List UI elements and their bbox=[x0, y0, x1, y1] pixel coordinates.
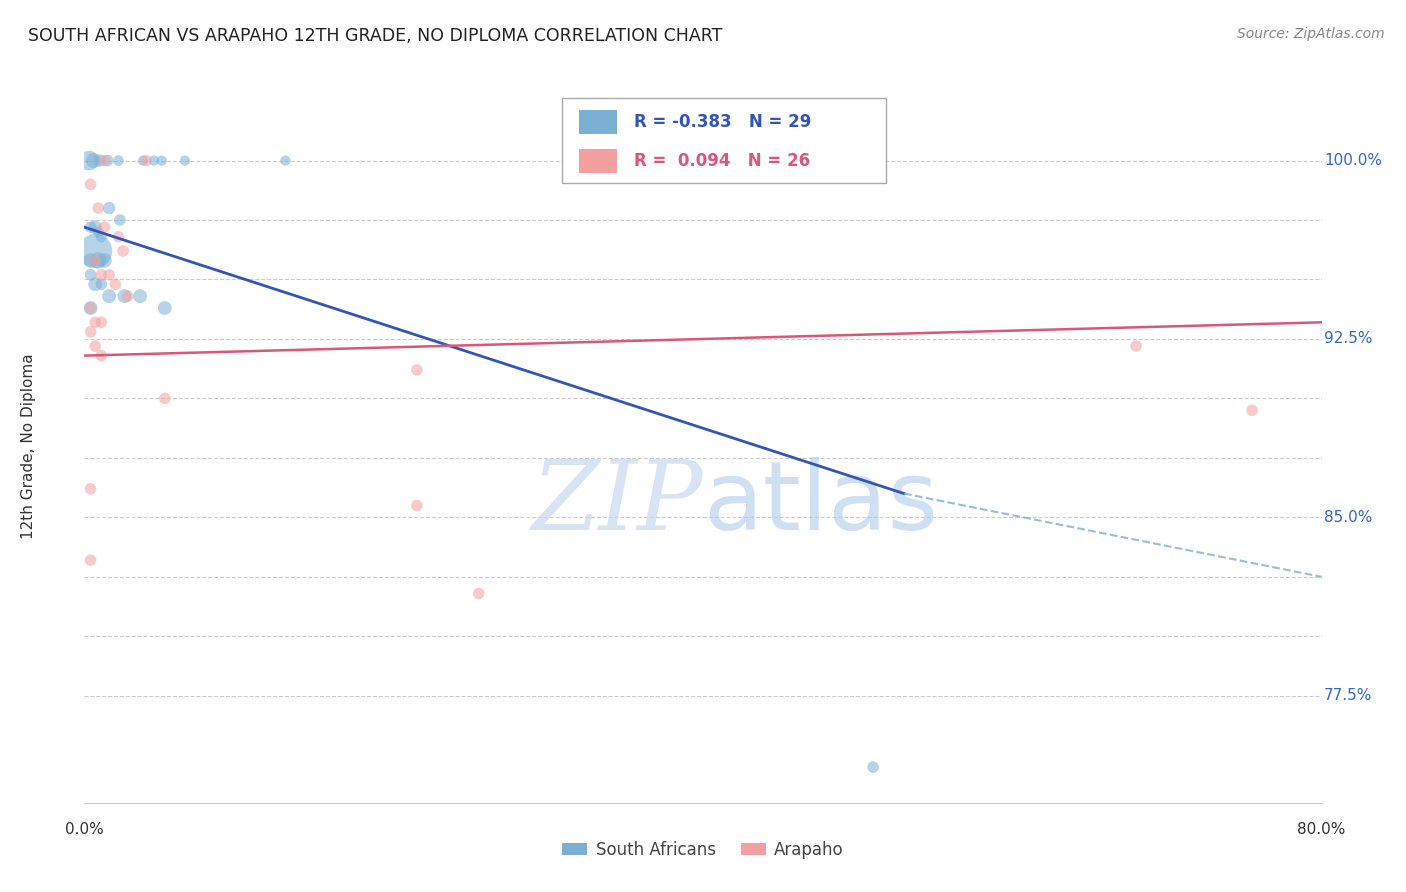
Point bbox=[104, 277, 127, 292]
Text: Source: ZipAtlas.com: Source: ZipAtlas.com bbox=[1237, 27, 1385, 41]
FancyBboxPatch shape bbox=[562, 98, 886, 183]
Point bbox=[87, 253, 110, 268]
Point bbox=[84, 339, 107, 353]
Point bbox=[174, 153, 197, 168]
Point bbox=[143, 153, 166, 168]
Bar bbox=[579, 149, 617, 173]
Point bbox=[405, 363, 427, 377]
Point bbox=[87, 201, 110, 215]
Legend: South Africans, Arapaho: South Africans, Arapaho bbox=[555, 835, 851, 866]
Point bbox=[112, 244, 135, 258]
Point bbox=[84, 253, 107, 268]
Point bbox=[90, 277, 112, 292]
Point bbox=[79, 325, 101, 339]
Text: 92.5%: 92.5% bbox=[1324, 332, 1372, 346]
Point bbox=[98, 201, 121, 215]
Point bbox=[89, 153, 111, 168]
Point bbox=[274, 153, 297, 168]
Point bbox=[90, 268, 112, 282]
Text: 100.0%: 100.0% bbox=[1324, 153, 1382, 168]
Point bbox=[84, 315, 107, 329]
Text: SOUTH AFRICAN VS ARAPAHO 12TH GRADE, NO DIPLOMA CORRELATION CHART: SOUTH AFRICAN VS ARAPAHO 12TH GRADE, NO … bbox=[28, 27, 723, 45]
Point bbox=[405, 499, 427, 513]
Point bbox=[84, 244, 107, 258]
Point bbox=[79, 482, 101, 496]
Point bbox=[135, 153, 157, 168]
Point bbox=[153, 392, 176, 406]
Point bbox=[90, 315, 112, 329]
Point bbox=[90, 349, 112, 363]
Point bbox=[117, 289, 139, 303]
Point bbox=[79, 301, 101, 315]
Bar bbox=[579, 110, 617, 134]
Point bbox=[79, 268, 101, 282]
Point bbox=[132, 153, 155, 168]
Point bbox=[84, 277, 107, 292]
Point bbox=[93, 153, 115, 168]
Point bbox=[90, 229, 112, 244]
Text: 0.0%: 0.0% bbox=[65, 822, 104, 837]
Text: 80.0%: 80.0% bbox=[1298, 822, 1346, 837]
Point bbox=[108, 213, 131, 227]
Point bbox=[93, 220, 115, 235]
Point bbox=[98, 268, 121, 282]
Point bbox=[84, 220, 107, 235]
Point bbox=[107, 153, 129, 168]
Text: 85.0%: 85.0% bbox=[1324, 510, 1372, 524]
Point bbox=[79, 301, 101, 315]
Point bbox=[79, 178, 101, 192]
Point bbox=[96, 153, 118, 168]
Point bbox=[77, 153, 100, 168]
Point bbox=[79, 553, 101, 567]
Point bbox=[862, 760, 884, 774]
Text: 77.5%: 77.5% bbox=[1324, 689, 1372, 703]
Point bbox=[93, 253, 115, 268]
Text: R =  0.094   N = 26: R = 0.094 N = 26 bbox=[634, 152, 810, 169]
Point bbox=[87, 225, 110, 239]
Point bbox=[1125, 339, 1147, 353]
Point bbox=[129, 289, 152, 303]
Point bbox=[98, 289, 121, 303]
Point bbox=[467, 586, 491, 600]
Point bbox=[79, 253, 101, 268]
Text: ZIP: ZIP bbox=[531, 456, 703, 550]
Point bbox=[107, 229, 129, 244]
Text: atlas: atlas bbox=[703, 457, 938, 549]
Point bbox=[153, 301, 176, 315]
Point bbox=[150, 153, 173, 168]
Text: R = -0.383   N = 29: R = -0.383 N = 29 bbox=[634, 113, 811, 131]
Point bbox=[79, 220, 101, 235]
Point bbox=[114, 289, 136, 303]
Text: 12th Grade, No Diploma: 12th Grade, No Diploma bbox=[21, 353, 37, 539]
Point bbox=[1240, 403, 1263, 417]
Point bbox=[83, 153, 105, 168]
